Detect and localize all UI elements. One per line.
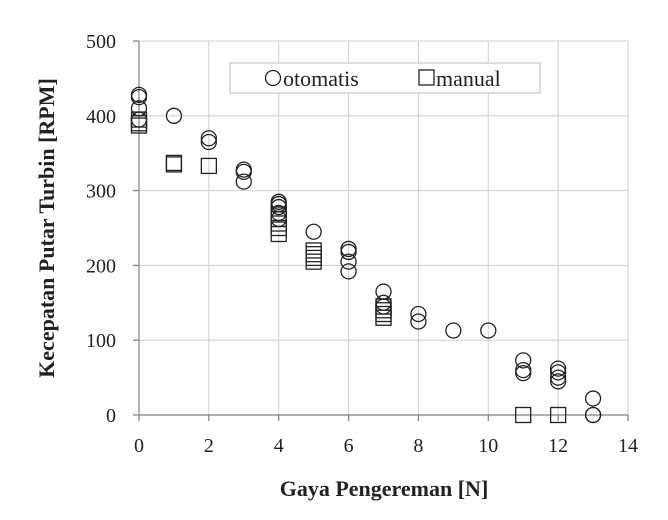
axes [133, 40, 629, 421]
point-otomatis [305, 223, 322, 240]
point-manual [270, 225, 287, 243]
legend-label-manual: manual [436, 66, 501, 91]
point-otomatis [549, 369, 567, 386]
point-manual [549, 406, 567, 424]
y-tick-label: 200 [86, 255, 116, 277]
y-tick-label: 100 [86, 330, 116, 352]
point-manual [515, 406, 532, 424]
legend-marker-manual [418, 69, 435, 86]
point-otomatis [515, 352, 532, 369]
point-otomatis [165, 107, 183, 124]
point-otomatis [200, 130, 218, 147]
point-otomatis [480, 322, 497, 339]
x-tick-label: 10 [478, 435, 498, 457]
y-tick-label: 400 [86, 106, 116, 128]
point-otomatis [340, 253, 357, 270]
point-otomatis [235, 173, 252, 190]
point-manual [200, 157, 218, 175]
x-tick-label: 8 [413, 435, 423, 457]
point-otomatis [410, 313, 427, 330]
point-otomatis [340, 263, 357, 280]
x-tick-label: 12 [548, 435, 568, 457]
y-axis-title: Kecepatan Putar Turbin [RPM] [34, 78, 59, 378]
legend-label-otomatis: otomatis [283, 66, 359, 91]
point-manual [375, 309, 392, 326]
point-otomatis [549, 360, 567, 377]
point-otomatis [515, 364, 532, 382]
point-otomatis [549, 364, 567, 381]
x-tick-label: 6 [344, 435, 354, 457]
series-otomatis [130, 86, 602, 424]
point-otomatis [515, 361, 532, 379]
point-otomatis [130, 88, 148, 106]
point-otomatis [584, 406, 602, 424]
grid [138, 40, 629, 416]
point-otomatis [584, 390, 602, 407]
legend-box [229, 62, 541, 94]
point-otomatis [200, 133, 218, 151]
point-manual [165, 156, 183, 173]
x-tick-label: 0 [134, 435, 144, 457]
x-axis-title: Gaya Pengereman [N] [280, 476, 489, 501]
y-tick-label: 500 [86, 31, 116, 53]
x-tick-labels: 0 2 4 6 8 10 12 14 [134, 435, 638, 457]
point-manual [130, 117, 148, 134]
point-otomatis [340, 243, 357, 261]
point-otomatis [235, 163, 252, 181]
point-manual [165, 154, 183, 172]
x-tick-label: 4 [274, 435, 284, 457]
y-tick-labels: 0 100 200 300 400 500 [86, 31, 116, 427]
y-tick-label: 0 [106, 405, 116, 427]
point-manual [305, 253, 322, 270]
x-tick-label: 2 [204, 435, 214, 457]
point-otomatis [445, 322, 462, 339]
y-tick-label: 300 [86, 181, 116, 203]
series-manual [130, 111, 567, 424]
x-tick-label: 14 [618, 435, 638, 457]
point-otomatis [549, 373, 567, 390]
legend: otomatis manual [229, 62, 541, 94]
legend-marker-otomatis [264, 69, 282, 87]
point-otomatis [410, 305, 427, 323]
